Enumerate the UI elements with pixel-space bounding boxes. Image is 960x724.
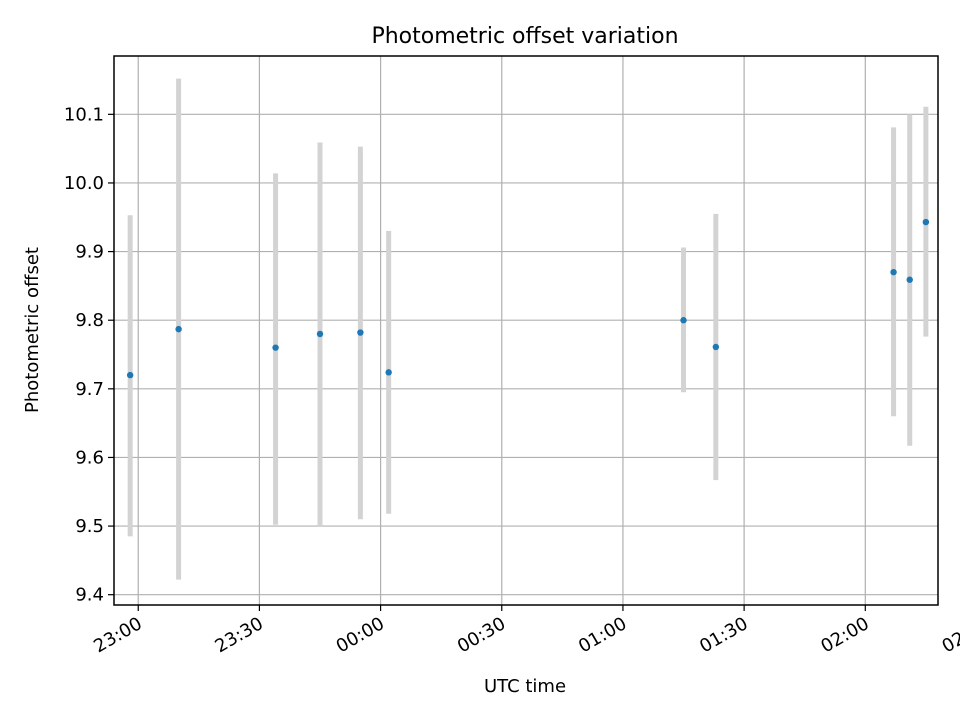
y-tick-label: 10.0	[64, 173, 104, 194]
data-point	[712, 343, 720, 351]
y-tick-label: 9.8	[75, 310, 104, 331]
y-axis-label: Photometric offset	[22, 247, 43, 413]
data-point	[680, 317, 687, 324]
data-point	[385, 369, 392, 376]
y-tick-label: 9.6	[75, 447, 104, 468]
x-axis-label: UTC time	[484, 676, 566, 697]
data-point	[357, 329, 364, 336]
data-points	[126, 218, 930, 379]
y-tick-label: 10.1	[64, 104, 104, 125]
grid-lines	[114, 56, 938, 605]
data-point	[175, 325, 182, 333]
chart-title: Photometric offset variation	[371, 24, 678, 49]
data-point	[316, 330, 324, 338]
axis-ticks	[108, 113, 866, 611]
y-tick-labels: 9.4 9.5 9.6 9.7 9.8 9.9 10.0 10.1	[64, 104, 104, 605]
data-point	[272, 344, 279, 351]
data-point	[126, 371, 134, 379]
data-point	[906, 276, 913, 283]
y-tick-label: 9.7	[75, 379, 104, 400]
y-tick-label: 9.5	[75, 516, 104, 537]
plot-frame	[113, 55, 939, 606]
data-point	[922, 218, 930, 226]
y-tick-label: 9.9	[75, 242, 104, 263]
data-point	[890, 268, 897, 276]
y-tick-label: 9.4	[75, 585, 104, 606]
